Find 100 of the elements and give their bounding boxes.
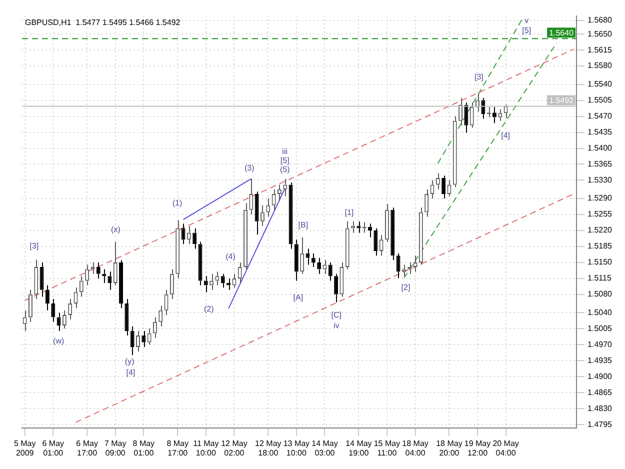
y-tick-label: 1.4935 [588, 356, 613, 365]
ref-line-label: 1.5492 [549, 96, 574, 105]
candlestick [436, 172, 440, 190]
candlestick [232, 273, 236, 288]
y-tick-label: 1.5185 [588, 242, 613, 251]
x-tick-label: 12 May 02:00 [221, 438, 248, 458]
x-tick-label: 14 May 19:00 [346, 438, 372, 458]
annotation: [5] [522, 26, 532, 35]
y-tick-label: 1.5650 [588, 29, 613, 38]
y-tick-label: 1.5040 [588, 308, 613, 317]
candlestick [452, 116, 457, 188]
y-tick-label: 1.5540 [588, 80, 613, 89]
candlestick [119, 260, 124, 309]
candlestick [79, 276, 84, 298]
candlestick [136, 330, 140, 352]
y-tick-label: 1.5220 [588, 226, 613, 235]
x-tick-label: 18 May 20:00 [436, 438, 462, 458]
candlestick [328, 262, 332, 282]
candlestick [266, 198, 270, 218]
y-tick-label: 1.5580 [588, 61, 613, 70]
y-tick-label: 1.5330 [588, 175, 613, 184]
candlestick [45, 284, 50, 311]
annotation: (4) [226, 252, 236, 262]
candlestick [390, 207, 395, 261]
candlestick [152, 316, 157, 338]
candlestick [498, 108, 502, 122]
x-tick-label: 12 May 18:00 [255, 438, 282, 458]
candlestick [300, 236, 304, 274]
candlestick [447, 180, 452, 197]
candlestick [379, 234, 384, 256]
y-tick-label: 1.5290 [588, 194, 613, 203]
y-tick-label: 1.5255 [588, 210, 613, 219]
candlestick [272, 188, 276, 210]
candlestick [34, 259, 38, 300]
candlestick [283, 178, 288, 197]
candlestick [204, 276, 208, 293]
candlestick [210, 273, 214, 290]
annotation: [2] [401, 282, 410, 292]
y-tick-label: 1.5005 [588, 324, 613, 333]
y-tick-label: 1.4795 [588, 420, 613, 429]
candlestick [56, 312, 61, 332]
candlestick [317, 257, 322, 274]
annotation: v [524, 16, 529, 25]
candlestick [186, 225, 191, 245]
y-tick-label: 1.5365 [588, 159, 613, 168]
annotation: [C] [331, 310, 342, 320]
y-tick-label: 1.5470 [588, 111, 613, 120]
candlestick [294, 239, 298, 282]
annotation: (x) [111, 225, 121, 234]
x-tick-label: 6 May 01:00 [42, 438, 64, 458]
candlestick [244, 202, 248, 270]
y-tick-label: 1.4830 [588, 404, 613, 413]
candlestick [164, 289, 168, 316]
candlestick [368, 223, 372, 238]
candlestick [322, 260, 327, 274]
candlestick [345, 220, 350, 270]
annotation: (5) [280, 165, 290, 174]
candlestick [90, 262, 95, 274]
candlestick [85, 264, 90, 286]
candlestick [170, 268, 174, 300]
annotation: [4] [126, 368, 136, 378]
candlestick [226, 278, 231, 290]
candlestick [96, 262, 100, 279]
y-tick-label: 1.5680 [588, 16, 613, 25]
candlestick [492, 106, 496, 124]
x-tick-label: 15 May 11:00 [374, 438, 400, 458]
candlestick [158, 305, 163, 327]
x-tick-label: 7 May 09:00 [104, 438, 126, 458]
candlestick [108, 271, 112, 290]
x-tick-label: 8 May 01:00 [132, 438, 155, 458]
annotation: (y) [124, 357, 135, 366]
candlestick [254, 191, 259, 236]
candlestick [220, 273, 225, 288]
annotation: (w) [53, 336, 64, 346]
ref-line-label: 1.5640 [549, 28, 574, 38]
candlestick [396, 252, 400, 278]
y-tick-label: 1.5435 [588, 127, 613, 136]
annotation: [5] [280, 156, 290, 166]
candlestick [68, 298, 72, 320]
candlestick [215, 271, 220, 286]
x-tick-label: 13 May 10:00 [283, 438, 310, 458]
candlestick [176, 220, 180, 279]
candlestick [458, 98, 463, 126]
x-tick-label: 20 May 04:00 [492, 438, 519, 458]
annotation: [B] [298, 220, 308, 230]
y-tick-label: 1.5115 [588, 274, 612, 283]
candlestick [142, 330, 146, 348]
candlestick [288, 182, 293, 250]
candlestick [124, 298, 129, 336]
candlestick [28, 289, 32, 322]
annotation: (3) [244, 163, 255, 172]
candlestick [62, 310, 66, 330]
candlestick [374, 228, 378, 256]
candlestick [40, 262, 44, 298]
candlestick [22, 310, 27, 332]
candlestick [51, 298, 56, 322]
y-tick-label: 1.4970 [588, 340, 613, 349]
candlestick [464, 102, 468, 134]
candlestick [384, 203, 389, 242]
annotation: [1] [344, 208, 354, 217]
